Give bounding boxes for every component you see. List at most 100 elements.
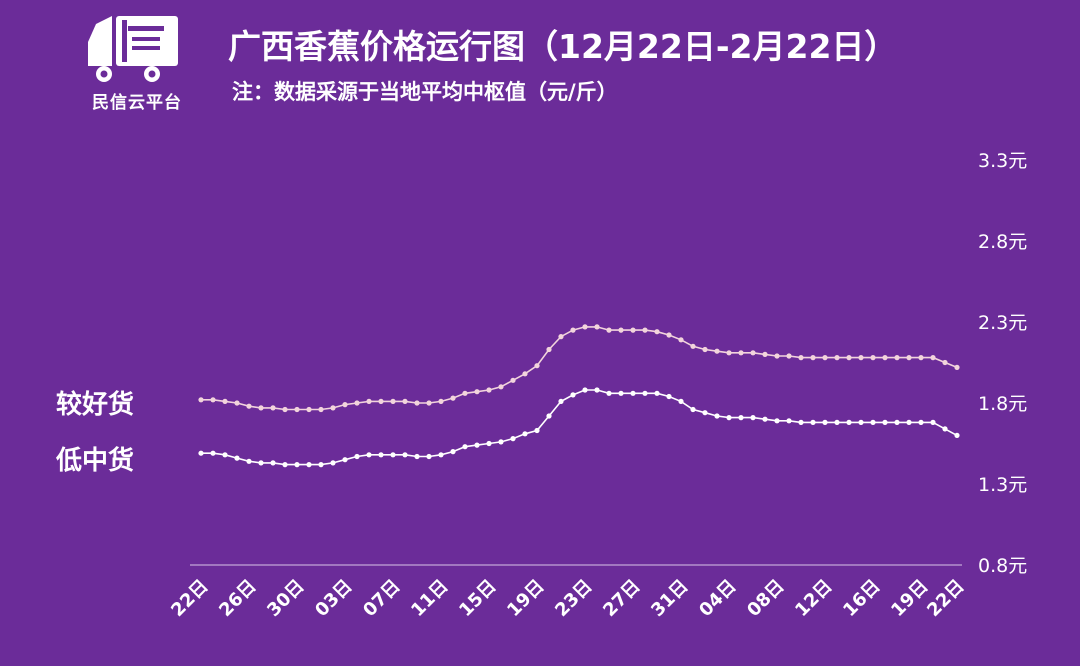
series-good-point [582, 324, 588, 330]
series-low-point [342, 457, 348, 463]
series-good-point [318, 406, 324, 413]
series-low-point [414, 453, 420, 460]
series-low-point [570, 392, 576, 398]
series-low-point [918, 419, 924, 425]
series-low-point [234, 455, 240, 461]
series-low-point [618, 390, 624, 396]
series-low-line [201, 389, 958, 466]
series-low-point [558, 398, 564, 404]
series-good-point [606, 327, 612, 333]
series-good-point [306, 406, 312, 413]
series-good-point [690, 343, 696, 349]
series-low-point [330, 460, 336, 466]
y-tick-label: 1.8元 [978, 393, 1027, 415]
series-good-point [786, 353, 792, 359]
brand-name: 民信云平台 [92, 93, 182, 113]
truck-logo-icon [88, 16, 178, 82]
series-low-point [198, 450, 204, 456]
series-good-point [522, 371, 528, 377]
series-good-point [570, 327, 576, 333]
series-good-point [810, 355, 816, 361]
series-low-point [810, 419, 816, 425]
series-good-point [858, 355, 864, 361]
y-tick-label: 3.3元 [978, 150, 1027, 172]
x-tick-label: 30日 [263, 576, 308, 621]
series-good-point [834, 355, 840, 361]
x-tick-label: 11日 [407, 576, 452, 621]
series-low-point [582, 387, 588, 393]
series-low-point [594, 387, 600, 393]
series-low-point [282, 462, 288, 468]
series-good-point [618, 327, 624, 333]
series-good-point [942, 359, 948, 366]
series-good-point [282, 406, 288, 413]
series-low-point [642, 390, 648, 396]
x-tick-label: 16日 [839, 576, 884, 621]
x-tick-label: 08日 [743, 576, 788, 621]
series-good-point [918, 355, 924, 361]
series-good-point [870, 355, 876, 361]
series-good-point [378, 398, 384, 404]
series-label-low: 低中货 [56, 446, 135, 476]
series-low-point [870, 419, 876, 425]
series-good-point [702, 346, 708, 353]
series-low-point [630, 390, 636, 396]
series-good-point [402, 398, 408, 404]
series-good-point [798, 355, 804, 361]
series-low-point [738, 415, 744, 421]
series-low-point [246, 458, 252, 464]
data-source-note: 注：数据采源于当地平均中枢值（元/斤） [232, 80, 618, 104]
series-low-point [894, 419, 900, 425]
series-good-point [954, 364, 960, 370]
series-good-point [342, 402, 348, 408]
series-low-point [774, 418, 780, 424]
series-low-point [486, 440, 492, 447]
y-axis-ticks: 0.8元 1.3元 1.8元 2.3元 2.8元 3.3元 [978, 150, 1027, 577]
series-good-point [750, 350, 756, 356]
series-good-point [222, 398, 228, 404]
x-tick-label: 27日 [599, 576, 644, 621]
series-low-point [846, 419, 852, 425]
series-low-point [438, 452, 444, 458]
series-good-point [534, 363, 540, 369]
series-good-point [654, 329, 660, 335]
series-good-point [330, 405, 336, 411]
x-tick-label: 22日 [167, 576, 212, 621]
series-good-line [201, 326, 958, 411]
series-low [198, 387, 960, 468]
series-good-point [390, 398, 396, 404]
series-good-point [438, 398, 444, 404]
series-good [198, 324, 960, 413]
series-good-point [666, 332, 672, 338]
series-low-point [402, 452, 408, 458]
series-low-point [678, 398, 684, 404]
series-good-point [558, 334, 564, 340]
series-low-point [750, 415, 756, 421]
series-good-point [270, 405, 276, 411]
series-low-point [426, 453, 432, 460]
series-low-point [222, 452, 228, 458]
series-low-point [390, 452, 396, 458]
series-low-point [366, 452, 372, 458]
series-good-point [414, 400, 420, 406]
series-low-point [270, 460, 276, 466]
series-low-point [510, 436, 516, 442]
y-tick-label: 1.3元 [978, 474, 1027, 496]
series-low-point [798, 419, 804, 425]
series-good-point [906, 355, 912, 361]
series-low-point [498, 439, 504, 445]
series-good-point [450, 395, 456, 401]
series-good-point [462, 390, 468, 396]
series-low-point [930, 419, 936, 425]
x-tick-label: 12日 [791, 576, 836, 621]
series-good-point [498, 384, 504, 390]
series-low-point [546, 413, 552, 419]
page-title: 广西香蕉价格运行图（12月22日-2月22日） [228, 27, 898, 66]
series-good-point [474, 389, 480, 395]
y-tick-label: 0.8元 [978, 555, 1027, 577]
series-low-point [666, 393, 672, 400]
series-good-point [630, 327, 636, 333]
series-low-point [522, 431, 528, 437]
series-low-point [726, 415, 732, 421]
